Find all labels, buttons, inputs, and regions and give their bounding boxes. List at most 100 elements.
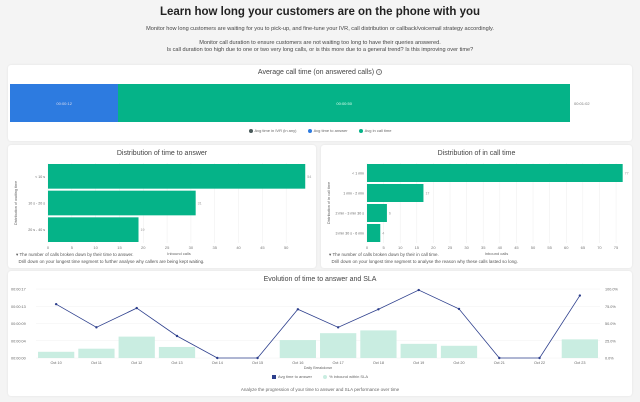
data-label: 17: [425, 192, 429, 196]
bar[interactable]: [367, 184, 424, 202]
sla-bar[interactable]: [279, 340, 316, 358]
bar[interactable]: [367, 204, 387, 222]
data-label: 77: [625, 172, 629, 176]
x-tick-label: Oct 22: [534, 361, 545, 365]
x-tick-label: 45: [260, 245, 265, 250]
line-point[interactable]: [377, 308, 380, 311]
sla-bar[interactable]: [38, 351, 75, 358]
bar[interactable]: [48, 217, 139, 242]
line-point[interactable]: [256, 356, 259, 360]
card-title: Average call time (on answered calls) i: [8, 69, 632, 76]
line-point[interactable]: [538, 356, 541, 360]
sla-bar[interactable]: [400, 343, 437, 358]
chart-note: ▾ The number of calls broken down by the…: [16, 252, 205, 264]
right-tick-label: 50.0%: [605, 322, 616, 326]
sla-bar[interactable]: [78, 348, 115, 358]
x-tick-label: 35: [481, 245, 486, 250]
x-tick-label: Oct 17: [333, 361, 344, 365]
line-point[interactable]: [95, 326, 98, 329]
legend-item[interactable]: % inbound within SLA: [323, 374, 368, 379]
sla-bar[interactable]: [158, 346, 196, 358]
x-tick-label: 20: [141, 245, 146, 250]
avg-call-time-card: Average call time (on answered calls) i …: [8, 65, 632, 141]
evolution-card: Evolution of time to answer and SLA 00:0…: [8, 271, 632, 396]
sla-bar[interactable]: [118, 336, 155, 358]
line-point[interactable]: [216, 356, 219, 360]
note-line: Drill down on your longest time segment …: [331, 259, 518, 264]
time-to-answer-card: Distribution of time to answer 0 5 10 15 20 2…: [8, 145, 316, 268]
y-tick-label: 20 s - 40 s: [28, 228, 45, 232]
x-tick-label: 20: [431, 245, 436, 250]
bar[interactable]: [367, 164, 623, 182]
segment-time-to-answer[interactable]: 00:00:12: [10, 84, 119, 122]
line-point[interactable]: [336, 326, 340, 329]
x-tick-label: 55: [547, 245, 552, 250]
right-tick-label: 25.0%: [605, 339, 616, 343]
left-tick-label: 00:00:17: [11, 288, 26, 292]
legend-item[interactable]: Avg time in IVR (in any): [248, 128, 296, 133]
y-axis-label: Distribution of in call time: [327, 182, 331, 224]
x-tick-label: 25: [448, 245, 453, 250]
info-icon[interactable]: i: [376, 69, 383, 76]
x-axis-label: Inbound calls: [167, 251, 191, 256]
avg-time-line: [55, 289, 581, 359]
in-call-time-card: Distribution of in call time 0 5 10 15 20 25 3…: [321, 145, 632, 268]
x-tick-label: 35: [213, 245, 218, 250]
x-tick-label: 45: [514, 245, 519, 250]
line-point[interactable]: [54, 302, 58, 306]
legend-item[interactable]: Avg time to answer: [307, 128, 348, 133]
sla-bar[interactable]: [320, 333, 357, 358]
y-tick-label: < 10 s: [35, 175, 45, 179]
line-point[interactable]: [175, 334, 179, 338]
x-tick-label: 15: [117, 245, 122, 250]
x-tick-label: Oct 12: [131, 361, 142, 365]
stacked-bar: 00:00:12 00:00:50: [10, 84, 570, 122]
y-tick-label: 2 min - 3 min 30 s: [335, 212, 364, 216]
legend: Avg time in IVR (in any) Avg time to ans…: [8, 128, 632, 133]
subtitle-line: Is call duration too high due to one or …: [166, 47, 474, 53]
x-tick-label: Oct 18: [373, 361, 384, 365]
line-point[interactable]: [296, 308, 300, 311]
line-point[interactable]: [135, 306, 138, 310]
in-call-time-chart: 0 5 10 15 20 25 30 35 40 45 50 55 60 65 70 75 < 1 min 77 1…: [327, 163, 629, 256]
bar[interactable]: [48, 190, 196, 216]
left-tick-label: 00:00:13: [11, 305, 26, 309]
segment-label: 00:00:50: [336, 100, 352, 106]
legend-item[interactable]: Avg time to answer: [272, 374, 312, 379]
x-tick-label: 65: [581, 245, 586, 250]
x-tick-label: 40: [236, 245, 241, 250]
right-tick-label: 100.0%: [605, 288, 619, 292]
x-tick-label: Oct 10: [51, 361, 62, 365]
sla-bar[interactable]: [440, 345, 478, 358]
page-title: Learn how long your customers are on the…: [159, 6, 481, 18]
bar[interactable]: [367, 224, 381, 242]
legend-item[interactable]: Avg in call time: [358, 128, 391, 133]
line-point[interactable]: [498, 356, 501, 360]
bar[interactable]: [48, 164, 306, 189]
line-point[interactable]: [417, 288, 420, 292]
x-tick-label: Oct 20: [453, 361, 464, 365]
x-tick-label: 50: [531, 245, 536, 250]
x-tick-label: 5: [71, 245, 74, 250]
legend-marker-icon: [272, 374, 276, 379]
left-tick-label: 00:00:04: [11, 339, 26, 343]
left-tick-label: 00:00:09: [11, 322, 26, 326]
legend-dot-icon: [358, 128, 363, 133]
x-tick-label: 10: [93, 245, 98, 250]
x-tick-label: Oct 21: [494, 361, 505, 365]
line-point[interactable]: [578, 294, 582, 297]
card-title: Distribution of in call time: [437, 150, 516, 157]
x-tick-label: 0: [47, 245, 50, 250]
y-tick-label: 1 min - 2 min: [343, 192, 364, 196]
sla-bar[interactable]: [561, 339, 598, 358]
left-tick-label: 00:00:00: [11, 357, 26, 361]
card-title: Distribution of time to answer: [116, 150, 208, 157]
y-tick-label: 10 s - 20 s: [28, 202, 45, 206]
x-axis-label: Inbound calls: [485, 251, 509, 256]
right-tick-label: 0.0%: [605, 357, 614, 361]
line-point[interactable]: [457, 307, 461, 311]
segment-in-call-time[interactable]: 00:00:50: [118, 84, 570, 122]
sla-bar[interactable]: [360, 330, 397, 358]
card-title: Evolution of time to answer and SLA: [263, 276, 377, 283]
x-tick-label: Oct 11: [91, 361, 102, 365]
